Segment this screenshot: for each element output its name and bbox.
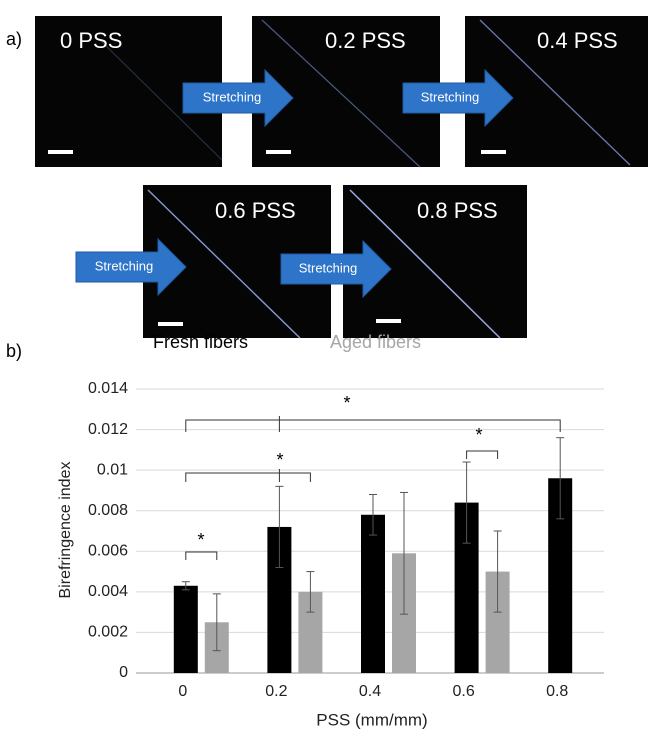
y-tick-label: 0.006 [88, 543, 128, 560]
panel-label: b) [6, 341, 22, 361]
scale-bar [266, 150, 291, 154]
image-label: 0.4 PSS [537, 28, 618, 53]
y-axis-label: Birefringence index [57, 462, 74, 599]
significance-bracket [186, 552, 217, 560]
image-label: 0.8 PSS [417, 198, 498, 223]
image-label: 0 PSS [60, 28, 122, 53]
significance-bracket [467, 451, 498, 459]
figure: a) 0 PSS 0.2 PSS 0.4 PSS 0.6 PSS 0.8 PSS… [0, 0, 648, 732]
legend-entry: Fresh fibers [153, 332, 248, 352]
x-tick-label: 0.2 [265, 683, 287, 700]
bar [174, 586, 198, 673]
significance-label: * [343, 393, 350, 413]
legend-entry: Aged fibers [330, 332, 421, 352]
arrow-label: Stretching [421, 89, 480, 104]
x-tick-label: 0.6 [452, 683, 474, 700]
y-tick-label: 0.01 [97, 461, 128, 478]
scale-bar [158, 322, 183, 326]
bar [361, 515, 385, 673]
arrow-label: Stretching [299, 260, 358, 275]
scale-bar [481, 150, 506, 154]
x-axis-label: PSS (mm/mm) [316, 710, 427, 729]
y-tick-label: 0 [119, 664, 128, 681]
scale-bar [48, 150, 73, 154]
arrow-label: Stretching [203, 89, 262, 104]
y-tick-label: 0.014 [88, 380, 128, 397]
y-tick-label: 0.004 [88, 583, 128, 600]
significance-label: * [197, 530, 204, 550]
y-tick-label: 0.012 [88, 421, 128, 438]
y-tick-label: 0.008 [88, 502, 128, 519]
y-tick-label: 0.002 [88, 624, 128, 641]
image-label: 0.2 PSS [325, 28, 406, 53]
significance-label: * [475, 425, 482, 445]
panel-label: a) [6, 29, 22, 49]
x-tick-label: 0.8 [546, 683, 568, 700]
significance-bracket [186, 469, 311, 482]
scale-bar [376, 319, 401, 323]
x-tick-label: 0.4 [359, 683, 381, 700]
x-tick-label: 0 [178, 683, 187, 700]
arrow-label: Stretching [95, 258, 154, 273]
image-label: 0.6 PSS [215, 198, 296, 223]
significance-label: * [276, 450, 283, 470]
